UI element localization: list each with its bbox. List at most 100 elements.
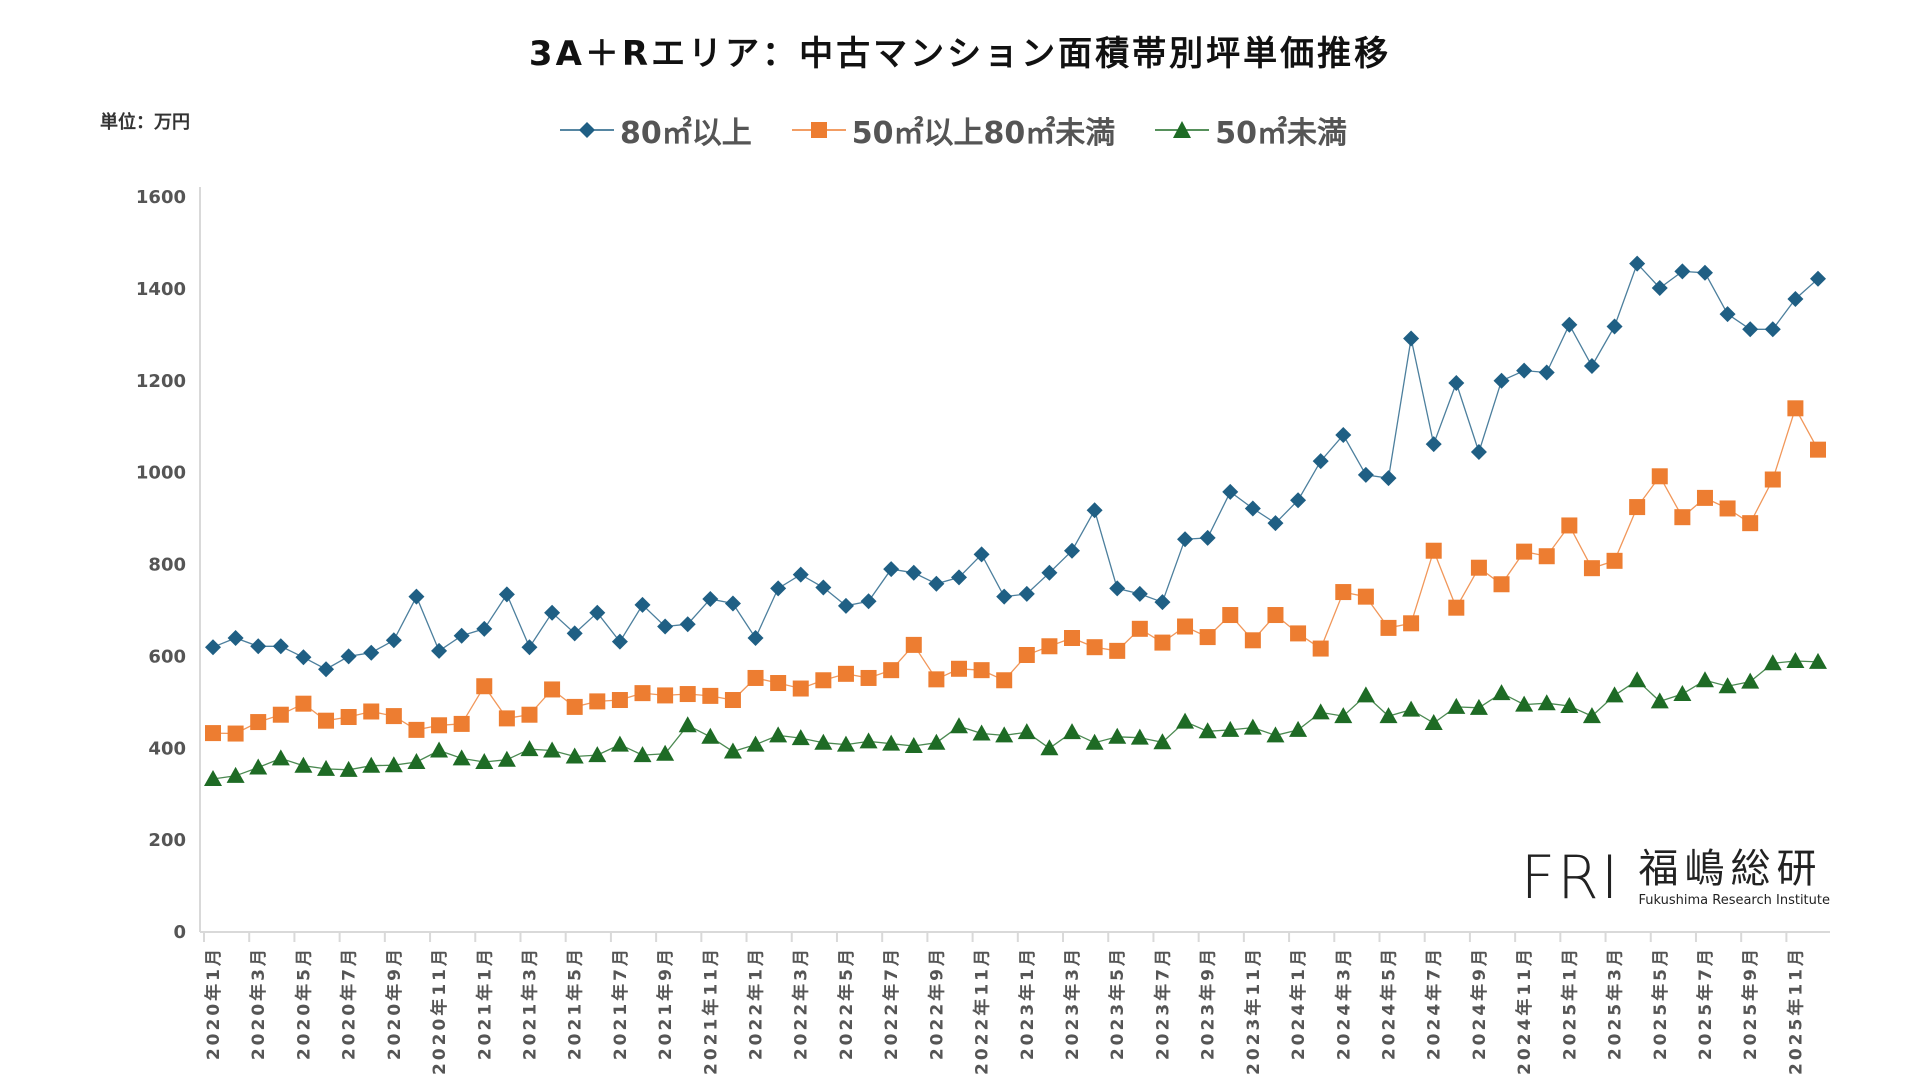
data-point-triangle (430, 741, 449, 758)
data-point-square (453, 715, 470, 732)
data-point-diamond (453, 627, 470, 644)
data-point-triangle (1311, 703, 1330, 720)
data-point-square (905, 636, 922, 653)
data-point-square (205, 725, 221, 742)
y-tick-label: 400 (148, 738, 186, 759)
data-point-triangle (1017, 723, 1036, 740)
data-point-triangle (249, 758, 268, 775)
data-point-square (1199, 629, 1216, 646)
data-point-diamond (1109, 580, 1126, 597)
x-tick-label: 2023年7月 (1152, 946, 1173, 1060)
data-point-diamond (431, 642, 448, 659)
data-point-square (950, 660, 967, 677)
data-point-diamond (657, 618, 674, 635)
data-point-square (1516, 543, 1533, 560)
data-point-diamond (566, 625, 583, 642)
data-point-diamond (1380, 470, 1397, 487)
data-point-triangle (1741, 672, 1760, 689)
x-tick-label: 2022年1月 (746, 946, 767, 1060)
data-point-diamond (1516, 362, 1533, 379)
data-point-triangle (204, 770, 222, 787)
y-tick-label: 1000 (136, 463, 186, 484)
x-tick-label: 2024年11月 (1514, 946, 1535, 1075)
logo-text: 福嶋総研 Fukushima Research Institute (1638, 846, 1830, 910)
data-point-square (679, 686, 696, 703)
y-tick-label: 1600 (136, 187, 186, 208)
data-point-diamond (1538, 364, 1555, 381)
data-point-square (1696, 489, 1713, 506)
x-tick-label: 2025年1月 (1559, 946, 1580, 1060)
x-tick-label: 2021年5月 (565, 946, 586, 1060)
unit-label: 単位：万円 (100, 112, 190, 133)
data-point-triangle (588, 746, 607, 763)
data-point-square (385, 708, 402, 725)
data-point-triangle (836, 735, 855, 752)
data-point-triangle (656, 744, 675, 761)
data-point-diamond (227, 630, 244, 646)
data-point-diamond (883, 561, 900, 578)
legend-item-80-plus: 80㎡以上 (560, 108, 752, 152)
data-point-diamond (837, 597, 854, 614)
data-point-diamond (1131, 585, 1148, 602)
x-tick-label: 2020年11月 (429, 946, 450, 1075)
data-point-triangle (701, 727, 720, 744)
data-point-triangle (972, 724, 991, 741)
y-tick-label: 1400 (136, 279, 186, 300)
data-point-triangle (859, 732, 878, 749)
fri-logo: FRI 福嶋総研 Fukushima Research Institute (1521, 846, 1830, 910)
data-point-triangle (1628, 671, 1647, 688)
x-tick-label: 2020年7月 (339, 946, 360, 1060)
data-point-square (1538, 548, 1555, 565)
data-point-square (408, 721, 425, 738)
data-point-square (747, 669, 764, 686)
data-point-square (1651, 468, 1668, 485)
data-point-square (544, 681, 561, 698)
data-point-square (770, 675, 787, 692)
data-point-square (1064, 630, 1081, 646)
legend-label: 50㎡未満 (1215, 116, 1347, 151)
data-point-triangle (1650, 692, 1669, 709)
data-point-triangle (1537, 694, 1556, 711)
data-point-triangle (362, 756, 381, 773)
data-point-triangle (769, 726, 788, 743)
x-tick-label: 2020年3月 (248, 946, 269, 1060)
data-point-triangle (1718, 677, 1737, 694)
data-point-diamond (1629, 255, 1646, 272)
data-point-diamond (544, 604, 561, 621)
x-tick-label: 2025年3月 (1605, 946, 1626, 1060)
series-line-1 (212, 262, 1819, 670)
data-point-triangle (407, 753, 426, 770)
data-point-triangle (520, 740, 539, 757)
y-tick-label: 0 (173, 922, 186, 943)
data-point-square (973, 662, 990, 679)
series-line-2 (212, 406, 1819, 735)
data-point-triangle (1334, 707, 1353, 724)
data-point-square (340, 709, 357, 726)
data-point-square (566, 698, 583, 715)
data-point-square (1719, 500, 1736, 517)
data-point-diamond (1267, 515, 1284, 532)
data-point-square (1335, 584, 1352, 601)
y-tick-label: 1200 (136, 371, 186, 392)
data-point-triangle (1289, 720, 1308, 737)
x-tick-label: 2024年9月 (1469, 946, 1490, 1060)
data-point-triangle (475, 753, 494, 770)
data-point-diamond (1335, 426, 1352, 443)
data-point-square (1606, 552, 1623, 569)
x-tick-label: 2023年11月 (1243, 946, 1264, 1075)
data-point-diamond (1064, 542, 1081, 559)
x-tick-label: 2022年9月 (926, 946, 947, 1060)
data-point-square (1154, 634, 1171, 651)
data-point-triangle (543, 741, 562, 758)
data-point-diamond (611, 633, 628, 650)
y-tick-label: 800 (148, 555, 186, 576)
data-point-diamond (250, 638, 267, 655)
data-point-triangle (1130, 728, 1149, 745)
data-point-triangle (723, 742, 742, 759)
data-point-square (1109, 642, 1126, 659)
data-point-triangle (1582, 707, 1601, 724)
data-point-triangle (271, 749, 290, 766)
data-point-square (431, 717, 448, 734)
data-point-square (1764, 471, 1781, 488)
data-point-square (634, 685, 651, 702)
